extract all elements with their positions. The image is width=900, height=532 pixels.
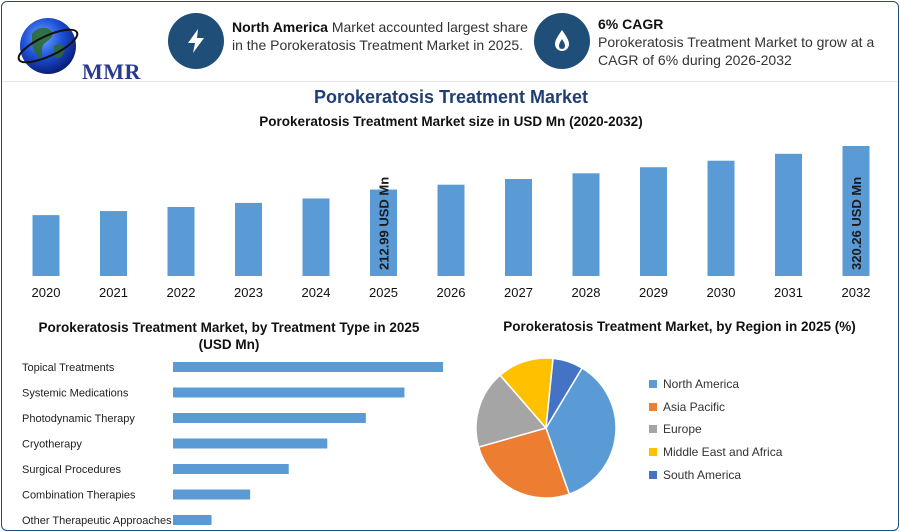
bar-2030: [707, 160, 735, 276]
legend-item: Middle East and Africa: [649, 441, 782, 464]
region-legend: North America Asia Pacific Europe Middle Ea…: [649, 373, 782, 486]
bar-2022: [167, 206, 195, 276]
page-title: Porokeratosis Treatment Market: [313, 87, 589, 107]
info-box-cagr: 6% CAGR Porokeratosis Treatment Market to…: [598, 15, 898, 69]
legend-item: South America: [649, 463, 782, 486]
treatment-label: Other Therapeutic Approaches: [22, 515, 172, 527]
bar-chart-title: Porokeratosis Treatment Market size in U…: [259, 114, 643, 129]
treatment-bar: [173, 464, 289, 474]
legend-label: South America: [663, 467, 742, 482]
x-tick-label: 2022: [167, 285, 196, 300]
bar-value-label: 212.99 USD Mn: [377, 177, 392, 270]
bar-2032: [842, 146, 870, 276]
x-tick-label: 2025: [369, 285, 398, 300]
globe-icon: [17, 18, 79, 74]
bar-2024: [302, 198, 330, 276]
legend-item: Europe: [649, 418, 782, 441]
info-box-highlight: 6% CAGR: [598, 16, 664, 32]
pie-slice: [545, 357, 584, 429]
bar-value-label: 320.26 USD Mn: [849, 177, 864, 270]
bar-2031: [775, 153, 802, 276]
x-tick-label: 2023: [234, 285, 263, 300]
treatment-label: Topical Treatments: [22, 362, 115, 374]
treatment-bar: [173, 515, 212, 525]
legend-swatch: [649, 380, 657, 389]
treatment-chart-title: Porokeratosis Treatment Market, by Treat…: [38, 320, 420, 352]
legend-item: North America: [649, 373, 782, 396]
legend-swatch: [649, 470, 657, 479]
info-box-text: Porokeratosis Treatment Market to grow a…: [598, 34, 875, 68]
legend-label: Asia Pacific: [663, 399, 726, 414]
treatment-bar: [173, 413, 366, 423]
treatment-bar: [173, 438, 328, 449]
x-tick-label: 2029: [639, 285, 668, 300]
header-divider: [2, 81, 898, 82]
x-tick-label: 2021: [99, 285, 128, 300]
info-box-highlight: North America: [232, 19, 328, 35]
bar-2027: [505, 178, 532, 276]
bar-2023: [235, 202, 262, 276]
treatment-label: Cryotherapy: [22, 439, 82, 451]
bar-2025: [370, 189, 397, 276]
legend-label: North America: [663, 377, 740, 392]
x-tick-label: 2027: [504, 285, 533, 300]
bar-2028: [572, 173, 600, 276]
x-tick-label: 2031: [774, 285, 803, 300]
treatment-label: Surgical Procedures: [22, 464, 122, 476]
legend-label: Middle East and Africa: [663, 445, 783, 460]
lightning-icon: [168, 13, 224, 69]
treatment-label: Systemic Medications: [22, 388, 129, 400]
x-tick-label: 2030: [707, 285, 736, 300]
x-tick-label: 2026: [437, 285, 466, 300]
legend-item: Asia Pacific: [649, 396, 782, 419]
bar-2026: [437, 184, 465, 276]
pie-slice: [499, 357, 554, 430]
mmr-logo: MMR: [14, 12, 144, 84]
legend-swatch: [649, 448, 657, 457]
info-box-text: Market accounted largest share in the Po…: [232, 19, 528, 53]
treatment-bar: [173, 489, 251, 500]
x-tick-label: 2020: [32, 285, 61, 300]
flame-drop-icon: [534, 13, 590, 69]
treatment-bar: [173, 362, 443, 372]
logo-text: MMR: [82, 59, 141, 84]
x-tick-label: 2024: [302, 285, 331, 300]
x-tick-label: 2028: [572, 285, 601, 300]
treatment-label: Combination Therapies: [22, 490, 136, 502]
legend-swatch: [649, 425, 657, 434]
legend-swatch: [649, 402, 657, 411]
region-chart-title: Porokeratosis Treatment Market, by Regio…: [503, 319, 856, 334]
legend-label: Europe: [663, 422, 702, 437]
pie-slice: [475, 374, 548, 448]
market-size-bar-chart: 2020 2021 2022 2023 2024 2025 212.99 USD Mn 202…: [32, 146, 871, 300]
treatment-label: Photodynamic Therapy: [22, 413, 135, 425]
info-box-north-america: North America Market accounted largest s…: [232, 18, 532, 54]
bar-2020: [32, 215, 60, 276]
treatment-bar: [173, 387, 405, 398]
treatment-type-bar-chart: Topical Treatments Systemic Medications Ph…: [22, 362, 443, 527]
x-tick-label: 2032: [842, 285, 871, 300]
region-pie-chart: [475, 357, 617, 499]
bar-2029: [640, 167, 667, 276]
pie-slice: [477, 427, 571, 499]
bar-2021: [100, 211, 127, 276]
